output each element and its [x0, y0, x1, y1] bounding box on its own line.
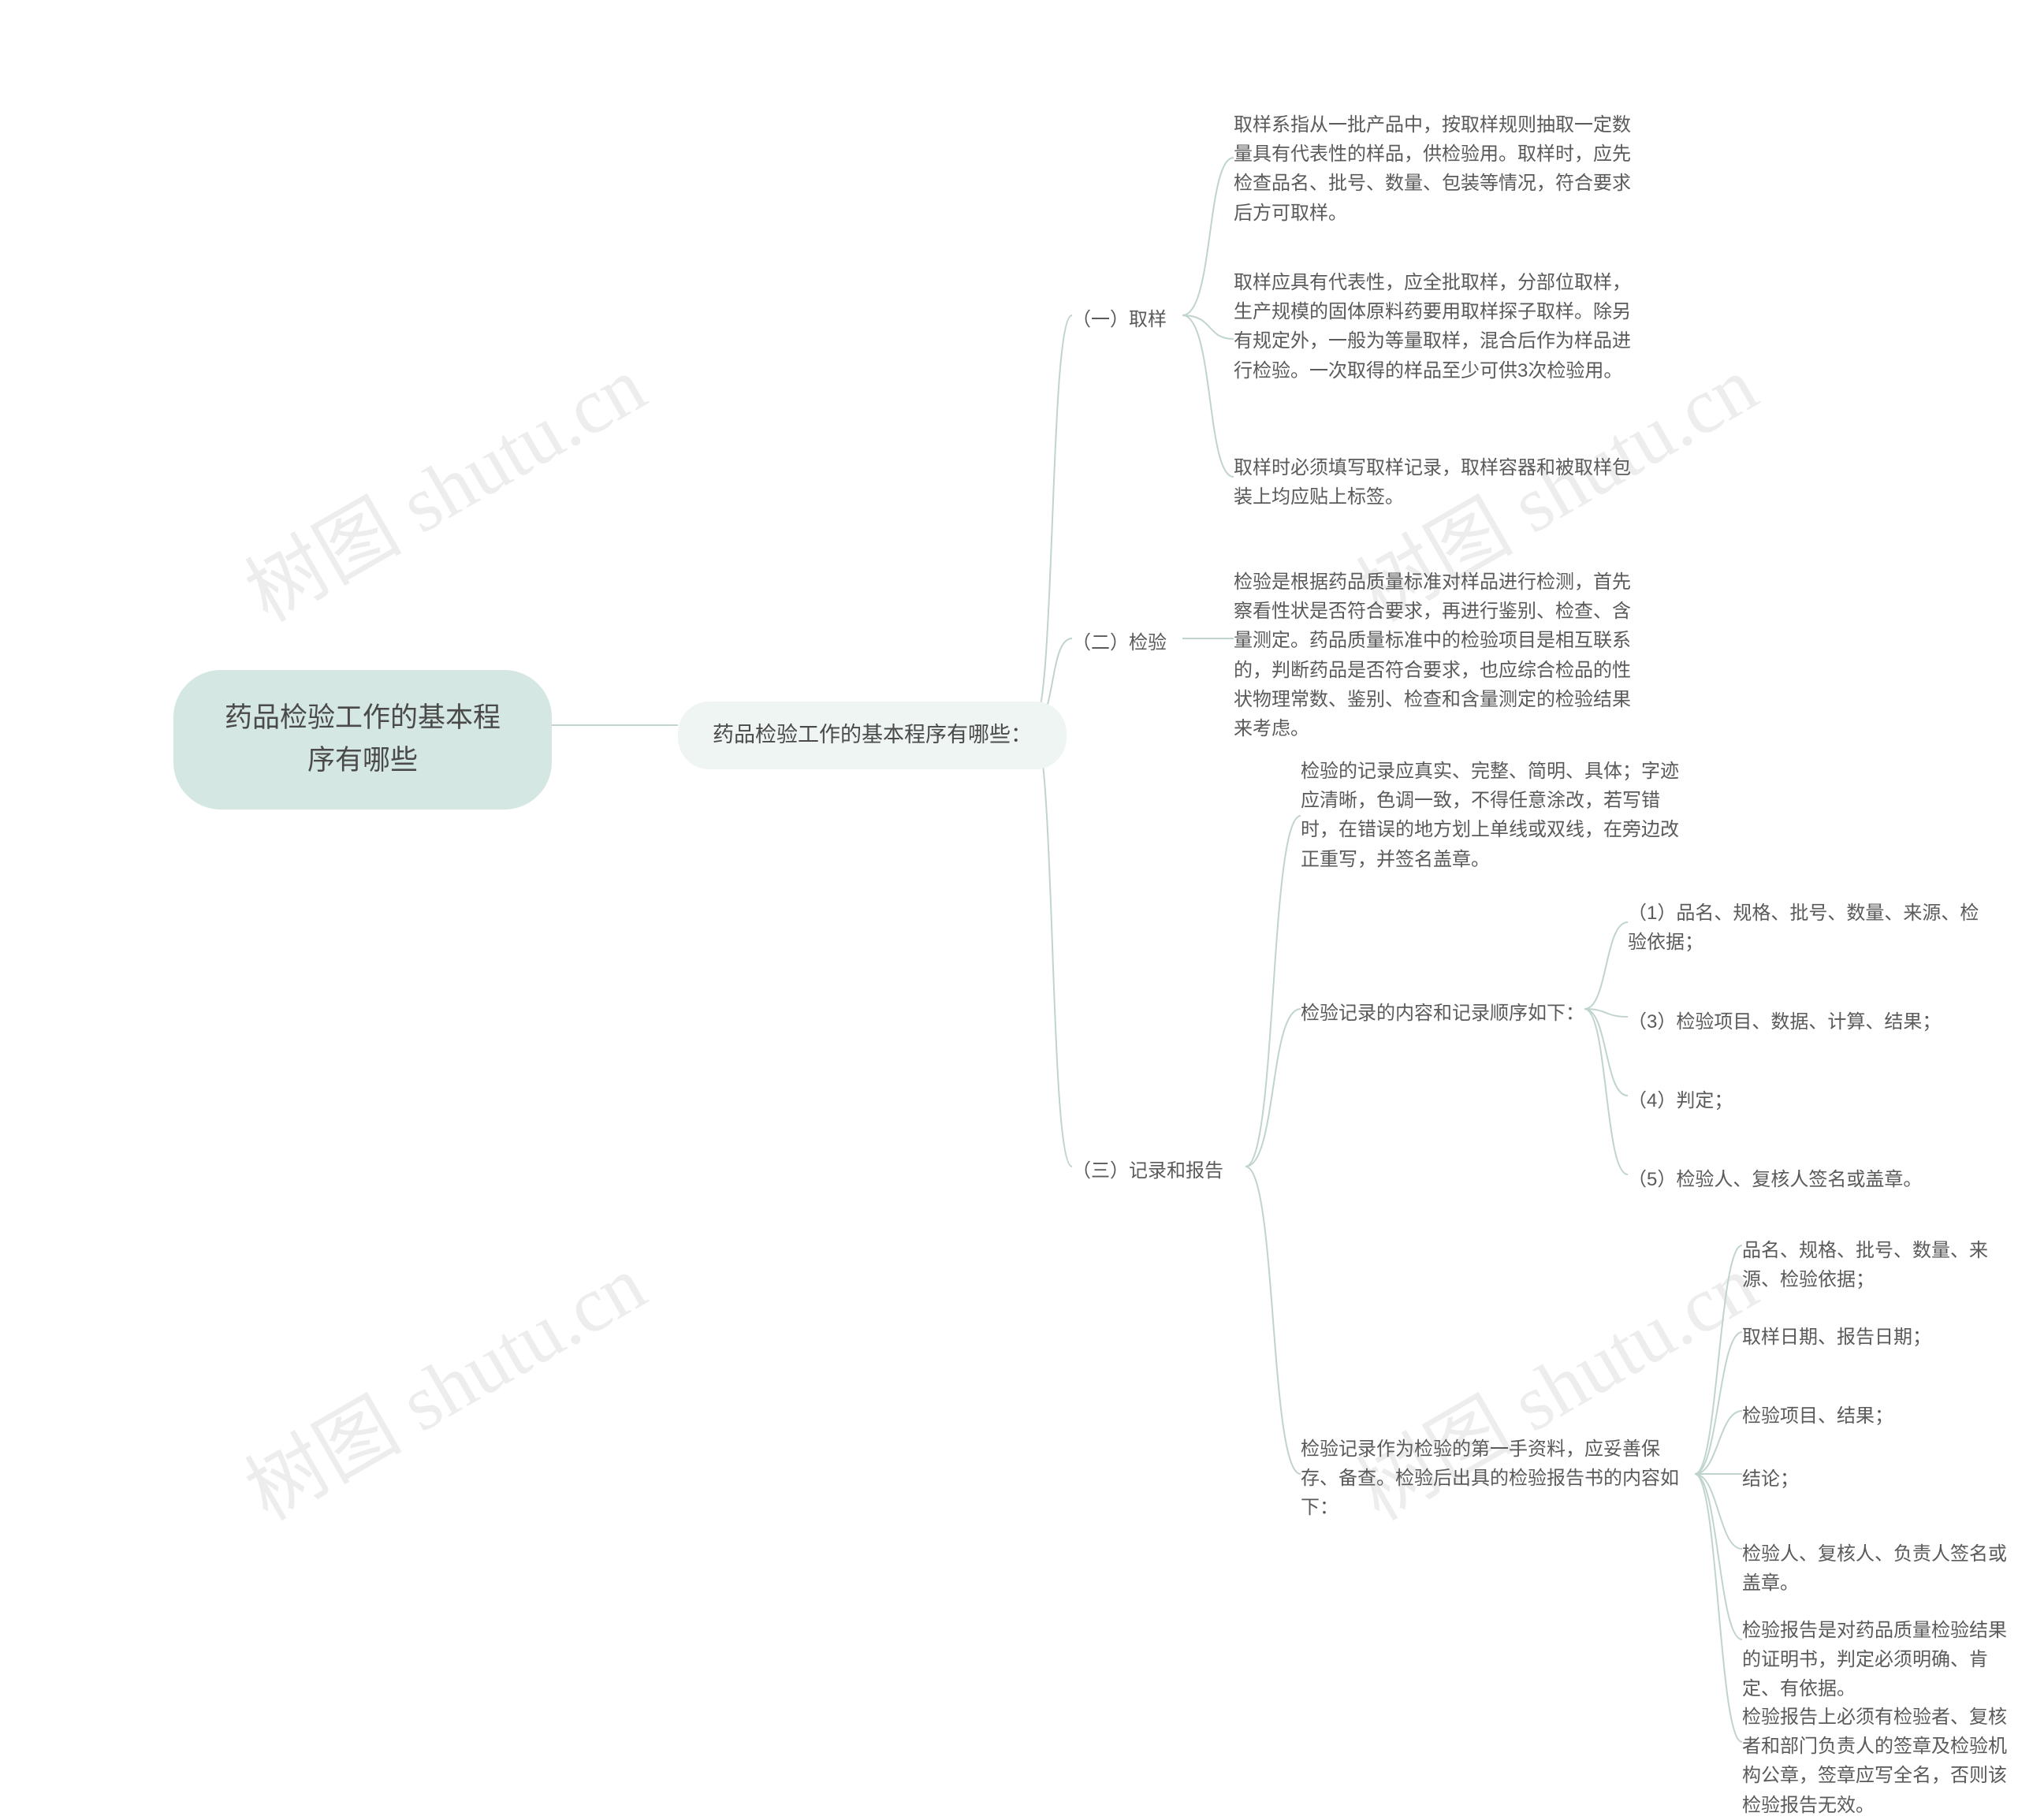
branch-c2-item-2: （4）判定；: [1628, 1086, 1733, 1115]
branch-a-leaf-0: 取样系指从一批产品中，按取样规则抽取一定数量具有代表性的样品，供检验用。取样时，…: [1234, 110, 1636, 228]
branch-c3-item-1: 取样日期、报告日期；: [1742, 1323, 1931, 1352]
branch-c2-node[interactable]: 检验记录的内容和记录顺序如下：: [1301, 999, 1584, 1028]
branch-a-leaf-2: 取样时必须填写取样记录，取样容器和被取样包装上均应贴上标签。: [1234, 453, 1636, 512]
branch-b-node[interactable]: （二）检验: [1072, 628, 1167, 657]
root-node[interactable]: 药品检验工作的基本程序有哪些: [173, 670, 552, 810]
level1-node[interactable]: 药品检验工作的基本程序有哪些：: [678, 702, 1067, 769]
branch-c-node[interactable]: （三）记录和报告: [1072, 1156, 1223, 1185]
branch-c3-node[interactable]: 检验记录作为检验的第一手资料，应妥善保存、备查。检验后出具的检验报告书的内容如下…: [1301, 1435, 1695, 1523]
branch-c2-item-0: （1）品名、规格、批号、数量、来源、检验依据；: [1628, 899, 1983, 957]
branch-c3-item-2: 检验项目、结果；: [1742, 1401, 1893, 1431]
branch-a-leaf-1: 取样应具有代表性，应全批取样，分部位取样，生产规模的固体原料药要用取样探子取样。…: [1234, 268, 1636, 385]
branch-c2-item-3: （5）检验人、复核人签名或盖章。: [1628, 1165, 1922, 1194]
branch-c3-item-0: 品名、规格、批号、数量、来源、检验依据；: [1742, 1236, 2018, 1294]
branch-c1-leaf: 检验的记录应真实、完整、简明、具体；字迹应清晰，色调一致，不得任意涂改，若写错时…: [1301, 757, 1679, 874]
watermark: 树图 shutu.cn: [222, 1221, 661, 1541]
branch-c3-item-3: 结论；: [1742, 1465, 1799, 1494]
watermark: 树图 shutu.cn: [222, 322, 661, 642]
branch-c3-item-4: 检验人、复核人、负责人签名或盖章。: [1742, 1539, 2018, 1598]
branch-c2-item-1: （3）检验项目、数据、计算、结果；: [1628, 1007, 1941, 1037]
branch-c3-item-6: 检验报告上必须有检验者、复核者和部门负责人的签章及检验机构公章，签章应写全名，否…: [1742, 1703, 2018, 1820]
branch-b-leaf-0: 检验是根据药品质量标准对样品进行检测，首先察看性状是否符合要求，再进行鉴别、检查…: [1234, 568, 1636, 743]
branch-a-node[interactable]: （一）取样: [1072, 305, 1167, 334]
branch-c3-item-5: 检验报告是对药品质量检验结果的证明书，判定必须明确、肯定、有依据。: [1742, 1616, 2018, 1704]
